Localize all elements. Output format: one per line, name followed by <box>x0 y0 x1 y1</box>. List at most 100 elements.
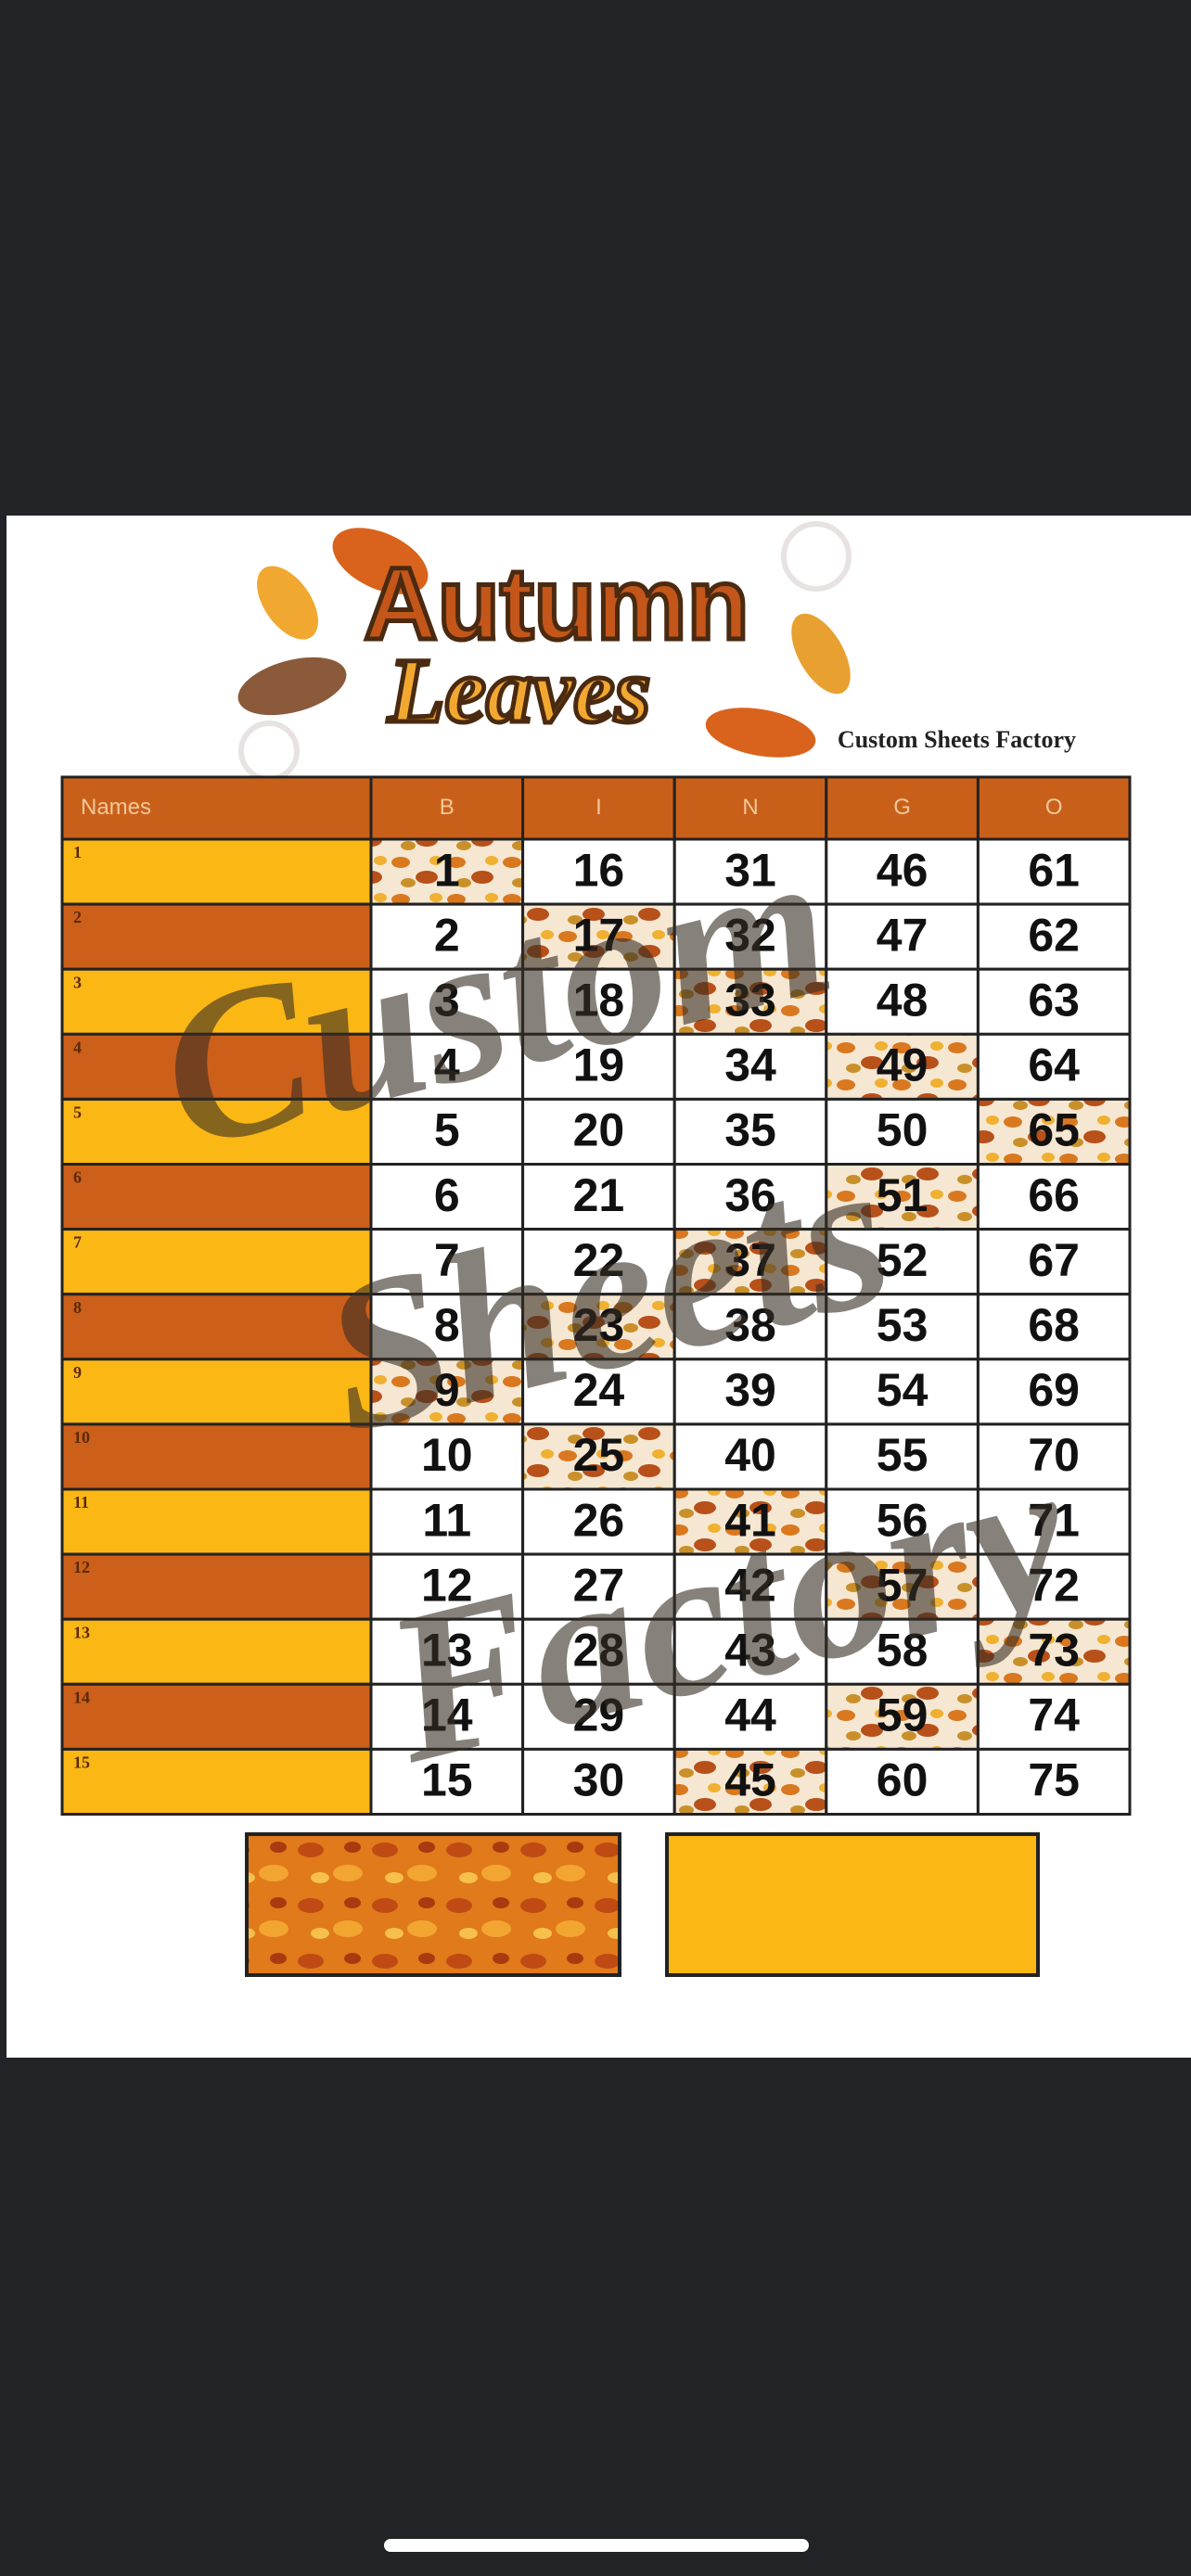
column-header: B <box>440 795 455 820</box>
name-cell <box>60 1617 373 1686</box>
number-cell <box>672 902 828 971</box>
header-cell <box>825 775 980 841</box>
number-cell <box>369 902 525 971</box>
number-cell <box>369 1293 525 1361</box>
row-label: 6 <box>73 1168 82 1187</box>
row-label: 1 <box>73 843 82 861</box>
number-cell <box>976 1032 1132 1101</box>
bingo-number: 72 <box>1028 1559 1080 1611</box>
bingo-table: Names B I N G O1 1 16 31 46 612 2 17 32 47 623 3 18 33 48 63… <box>60 775 1132 1817</box>
row-label: 11 <box>73 1493 89 1511</box>
number-cell <box>976 967 1132 1036</box>
number-cell <box>369 1747 525 1817</box>
bingo-number: 18 <box>573 974 625 1026</box>
bingo-number: 41 <box>724 1494 776 1546</box>
number-cell <box>976 1228 1132 1296</box>
bingo-number: 71 <box>1028 1494 1080 1546</box>
title-line1: Autumn <box>364 547 749 661</box>
bingo-number: 56 <box>877 1494 928 1546</box>
bingo-number: 68 <box>1028 1299 1080 1351</box>
number-cell <box>976 902 1132 971</box>
number-cell <box>976 1747 1132 1817</box>
bingo-number: 10 <box>421 1429 473 1481</box>
bingo-number: 6 <box>434 1169 460 1221</box>
bingo-number: 21 <box>573 1169 625 1221</box>
bingo-number: 75 <box>1028 1754 1080 1806</box>
bingo-number: 15 <box>421 1754 473 1806</box>
bingo-number: 67 <box>1028 1234 1080 1286</box>
bingo-number: 4 <box>434 1039 460 1091</box>
number-cell <box>976 1487 1132 1556</box>
bingo-number: 17 <box>573 909 625 961</box>
bingo-number: 22 <box>573 1234 625 1286</box>
bingo-number: 35 <box>724 1104 776 1156</box>
name-cell <box>60 1682 373 1751</box>
bingo-number: 43 <box>724 1624 776 1676</box>
bingo-number: 38 <box>724 1299 776 1351</box>
bingo-number: 54 <box>877 1364 928 1416</box>
number-cell <box>521 1293 676 1361</box>
number-cell <box>521 1617 676 1686</box>
name-cell <box>60 1747 373 1817</box>
bingo-number: 25 <box>573 1429 625 1481</box>
number-cell <box>369 1682 525 1751</box>
column-header: N <box>742 795 758 820</box>
number-cell <box>369 1228 525 1296</box>
bingo-number: 19 <box>573 1039 625 1091</box>
number-cell <box>672 1487 828 1556</box>
number-cell <box>672 1358 828 1426</box>
bingo-number: 30 <box>573 1754 625 1806</box>
number-cell <box>672 1293 828 1361</box>
bingo-number: 59 <box>877 1690 928 1741</box>
pattern-box <box>245 1832 621 1977</box>
bingo-number: 3 <box>434 974 460 1026</box>
bingo-number: 50 <box>877 1104 928 1156</box>
bingo-number: 47 <box>877 909 928 961</box>
bingo-number: 63 <box>1028 974 1080 1026</box>
bingo-number: 5 <box>434 1104 460 1156</box>
bingo-number: 53 <box>877 1299 928 1351</box>
number-cell <box>976 837 1132 906</box>
bingo-number: 61 <box>1028 844 1080 896</box>
number-cell <box>369 1552 525 1621</box>
bingo-number: 33 <box>724 974 776 1026</box>
row-label: 3 <box>73 973 82 991</box>
bingo-number: 73 <box>1028 1624 1080 1676</box>
name-cell <box>60 967 373 1036</box>
row-label: 2 <box>73 908 82 926</box>
bingo-number: 70 <box>1028 1429 1080 1481</box>
bingo-number: 34 <box>724 1039 776 1091</box>
bingo-number: 44 <box>724 1690 776 1741</box>
logo-leaves <box>237 521 852 782</box>
number-cell <box>976 1617 1132 1686</box>
name-cell <box>60 1358 373 1426</box>
number-cell <box>521 1552 676 1621</box>
title-line2: Leaves <box>387 639 650 742</box>
row-label: 8 <box>73 1298 82 1317</box>
number-cell <box>825 1228 980 1296</box>
bingo-number: 36 <box>724 1169 776 1221</box>
bingo-number: 24 <box>573 1364 625 1416</box>
bingo-number: 27 <box>573 1559 625 1611</box>
bingo-number: 52 <box>877 1234 928 1286</box>
bingo-number: 37 <box>724 1234 776 1286</box>
number-cell <box>521 1682 676 1751</box>
name-cell <box>60 1422 373 1491</box>
number-cell <box>672 837 828 906</box>
bingo-number: 28 <box>573 1624 625 1676</box>
column-header: I <box>596 795 602 820</box>
bingo-number: 51 <box>877 1169 928 1221</box>
row-label: 14 <box>73 1688 90 1706</box>
number-cell <box>672 1422 828 1491</box>
color-box <box>665 1832 1040 1977</box>
name-cell <box>60 1487 373 1556</box>
name-cell <box>60 1552 373 1621</box>
bingo-number: 46 <box>877 844 928 896</box>
name-cell <box>60 1228 373 1296</box>
number-cell <box>369 967 525 1036</box>
number-cell <box>369 1032 525 1101</box>
number-cell <box>976 1422 1132 1491</box>
number-cell <box>672 1617 828 1686</box>
bingo-number: 58 <box>877 1624 928 1676</box>
